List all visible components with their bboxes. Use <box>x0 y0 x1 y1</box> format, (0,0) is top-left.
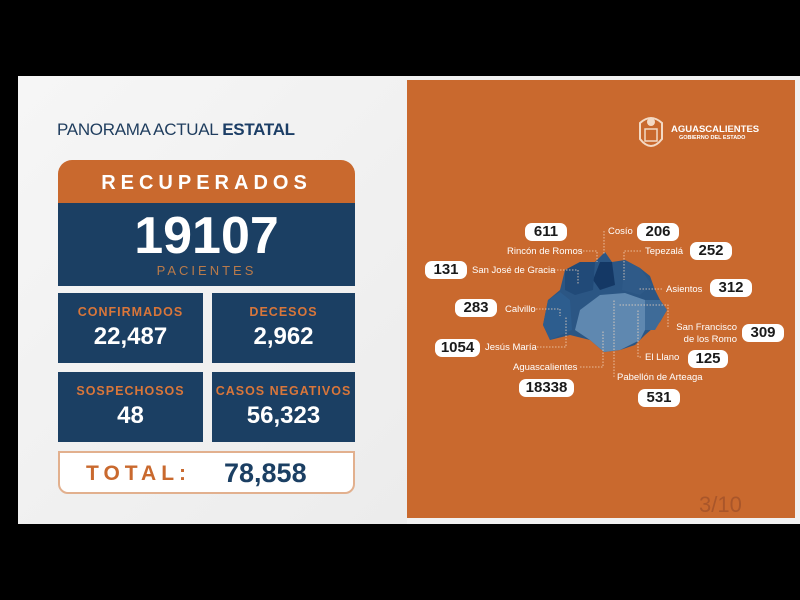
map-region-calvillo <box>543 292 572 340</box>
value-pill-asientos: 312 <box>710 279 752 297</box>
label-cosio: Cosío <box>608 226 633 237</box>
card-label: CONFIRMADOS <box>77 305 184 319</box>
card-value: 2,962 <box>253 323 314 350</box>
value-pill-jesusmaria: 1054 <box>435 339 480 357</box>
state-seal-logo <box>639 117 663 147</box>
label-jesusmaria: Jesús María <box>485 342 537 353</box>
page-indicator: 3/10 <box>699 492 742 517</box>
municipality-map-panel: AGUASCALIENTES GOBIERNO DEL ESTADO 611 R… <box>407 80 795 518</box>
value-pill-sanfrancisco: 309 <box>742 324 784 342</box>
label-sanfrancisco: San Francisco de los Romo <box>676 322 737 345</box>
value-pill-tepezala: 252 <box>690 242 732 260</box>
suspected-card: SOSPECHOSOS 48 <box>58 372 203 442</box>
total-value: 78,858 <box>224 458 307 488</box>
map-region-rincon <box>593 262 615 290</box>
value-pill-aguascalientes: 18338 <box>519 379 574 397</box>
recovered-label: RECUPERADOS <box>58 160 355 203</box>
card-label: SOSPECHOSOS <box>76 384 185 398</box>
value-pill-cosio: 206 <box>637 223 679 241</box>
state-map <box>536 231 669 377</box>
deaths-card: DECESOS 2,962 <box>212 293 355 363</box>
page-title: PANORAMA ACTUAL ESTATAL <box>57 120 295 140</box>
card-value: 22,487 <box>93 323 168 350</box>
value-pill-pabellon: 531 <box>638 389 680 407</box>
title-light: PANORAMA ACTUAL <box>57 120 223 139</box>
map-region-asientos <box>622 260 652 295</box>
value-pill-calvillo: 283 <box>455 299 497 317</box>
map-region-llano <box>645 300 667 330</box>
label-sanjose: San José de Gracia <box>472 265 556 276</box>
card-value: 56,323 <box>246 402 321 429</box>
leader-lines <box>536 231 669 377</box>
title-bold: ESTATAL <box>222 120 295 139</box>
confirmed-card: CONFIRMADOS 22,487 <box>58 293 203 363</box>
label-calvillo: Calvillo <box>505 304 536 315</box>
card-label: CASOS NEGATIVOS <box>215 384 352 398</box>
map-region-sanjose <box>565 262 595 295</box>
infographic: PANORAMA ACTUAL ESTATAL RECUPERADOS 1910… <box>18 76 800 524</box>
total-box: TOTAL: 78,858 <box>58 451 355 494</box>
total-label: TOTAL: <box>86 462 192 485</box>
card-value: 48 <box>117 402 144 429</box>
label-tepezala: Tepezalá <box>645 246 684 257</box>
label-rincon: Rincón de Romos <box>507 246 583 257</box>
label-aguascalientes: Aguascalientes <box>513 362 578 373</box>
value-pill-rincon: 611 <box>525 223 567 241</box>
recovered-unit: PACIENTES <box>156 263 257 278</box>
label-elllano: El Llano <box>645 352 680 363</box>
map-region-aguascalientes <box>575 293 650 352</box>
card-label: DECESOS <box>249 305 318 319</box>
brand-name: AGUASCALIENTES <box>671 124 760 135</box>
state-summary-panel: PANORAMA ACTUAL ESTATAL RECUPERADOS 1910… <box>18 76 407 524</box>
brand-subtitle: GOBIERNO DEL ESTADO <box>679 135 746 141</box>
negative-card: CASOS NEGATIVOS 56,323 <box>212 372 355 442</box>
recovered-box: RECUPERADOS 19107 PACIENTES <box>58 160 355 286</box>
label-pabellon: Pabellón de Arteaga <box>617 372 703 383</box>
value-pill-sanjose: 131 <box>425 261 467 279</box>
label-asientos: Asientos <box>666 284 703 295</box>
recovered-value: 19107 <box>134 207 279 265</box>
value-pill-elllano: 125 <box>688 350 728 368</box>
